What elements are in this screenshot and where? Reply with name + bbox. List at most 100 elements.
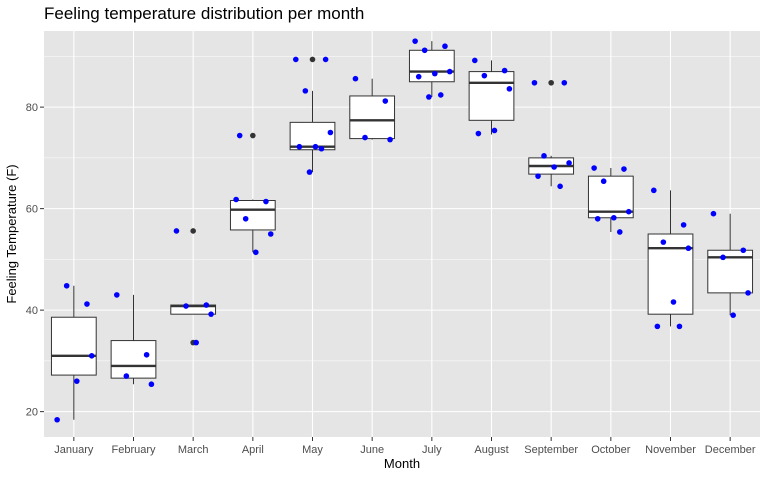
data-point-december (745, 290, 751, 296)
data-point-october (621, 166, 627, 172)
data-point-march (173, 228, 180, 234)
data-point-april (233, 196, 239, 203)
data-point-may (302, 88, 309, 94)
x-tick-label: December (705, 444, 756, 456)
box-layer (50, 41, 754, 420)
data-point-june (382, 98, 389, 104)
data-point-may (322, 56, 329, 63)
data-point-may (306, 169, 313, 175)
outlier-point (250, 132, 256, 139)
data-point-may (318, 145, 325, 152)
data-point-january (88, 353, 95, 359)
y-tick-label: 20 (26, 407, 38, 419)
x-tick-label: August (474, 444, 508, 456)
outlier-point (309, 56, 316, 63)
data-point-december (740, 247, 747, 254)
data-point-november (676, 323, 683, 330)
x-tick-label: January (54, 444, 94, 456)
box-september (528, 79, 575, 187)
data-point-july (412, 38, 418, 44)
box-iqr (468, 71, 515, 121)
data-point-december (710, 210, 717, 217)
x-axis-title: Month (384, 456, 420, 471)
data-point-january (54, 416, 60, 423)
box-april (229, 132, 276, 253)
data-point-july (442, 43, 448, 50)
box-october (587, 168, 634, 232)
data-point-august (491, 127, 498, 134)
data-point-december (730, 312, 736, 319)
x-tick-label: March (178, 444, 209, 456)
x-tick-label: April (242, 444, 264, 456)
data-point-october (611, 214, 617, 221)
data-point-september (551, 164, 557, 170)
point-layer (54, 38, 751, 423)
y-tick-label: 40 (26, 305, 38, 317)
box-iqr (50, 316, 97, 376)
plot-panel (44, 31, 760, 437)
data-point-april (263, 198, 269, 205)
x-tick-label: June (360, 444, 384, 456)
box-iqr (647, 233, 694, 315)
data-point-november (670, 299, 677, 305)
box-august (468, 60, 515, 135)
data-point-september (566, 160, 572, 166)
data-point-november (660, 239, 667, 245)
data-point-september (531, 79, 538, 86)
x-tick-label: February (111, 444, 156, 456)
data-point-april (242, 215, 249, 222)
box-iqr (110, 340, 157, 379)
data-point-march (193, 339, 199, 346)
box-november (647, 190, 694, 327)
data-point-may (296, 143, 303, 150)
data-point-october (600, 178, 607, 185)
data-point-september (561, 79, 568, 86)
data-point-january (63, 282, 70, 289)
box-february (110, 294, 157, 385)
data-point-january (74, 378, 80, 384)
data-point-august (506, 86, 513, 92)
data-point-april (253, 249, 259, 256)
x-tick-label: November (645, 444, 696, 456)
data-point-july (421, 47, 428, 54)
data-point-september (557, 183, 563, 190)
outlier-point (190, 228, 196, 234)
data-point-july (432, 70, 438, 77)
data-point-march (183, 303, 189, 309)
data-point-november (650, 187, 657, 194)
y-tick-label: 80 (26, 102, 38, 114)
data-point-august (475, 130, 482, 137)
data-point-november (654, 323, 661, 330)
data-point-june (387, 136, 393, 143)
x-tick-label: July (422, 444, 442, 456)
data-point-february (123, 373, 130, 379)
data-point-july (426, 94, 432, 100)
x-tick-label: September (524, 444, 578, 456)
data-point-february (113, 292, 120, 298)
data-point-may (312, 143, 319, 150)
data-point-july (415, 73, 422, 80)
box-july (408, 41, 455, 97)
data-point-october (616, 229, 623, 235)
data-point-april (236, 132, 243, 139)
box-january (50, 285, 97, 420)
data-point-march (203, 302, 210, 308)
data-point-august (481, 72, 488, 79)
data-point-october (591, 165, 597, 171)
box-june (349, 78, 396, 140)
data-point-november (685, 245, 692, 252)
data-point-june (352, 75, 359, 82)
data-point-december (720, 254, 726, 261)
data-point-november (680, 222, 687, 228)
data-point-august (501, 67, 508, 74)
data-point-may (292, 56, 299, 63)
data-point-february (148, 381, 155, 388)
y-axis-title: Feeling Temperature (F) (4, 164, 19, 303)
x-tick-label: October (591, 444, 630, 456)
data-point-february (143, 351, 150, 358)
x-tick-label: May (302, 444, 323, 456)
data-point-july (437, 92, 444, 98)
data-point-october (594, 215, 601, 222)
data-point-march (208, 311, 214, 317)
